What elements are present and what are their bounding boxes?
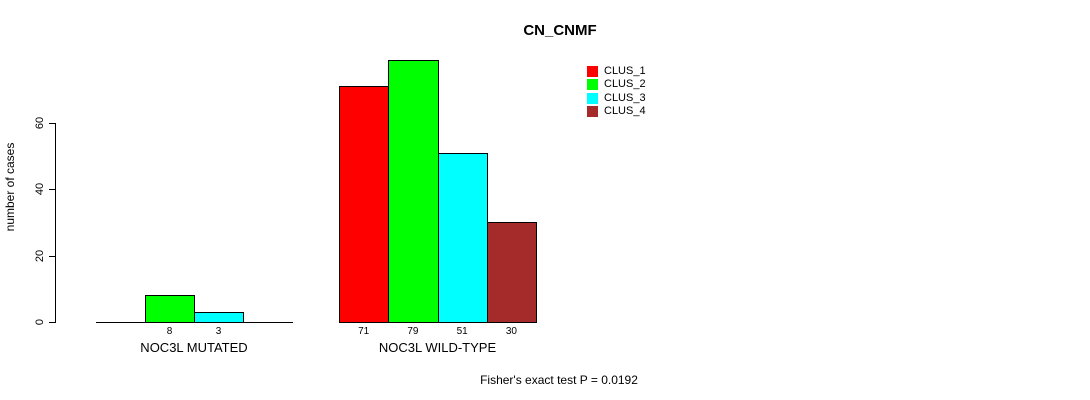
- group-baseline-1: [96, 322, 293, 323]
- bar-clus_2-group1: [145, 295, 195, 323]
- legend-label-clus_3: CLUS_3: [604, 91, 646, 104]
- y-tick-label-60: 60: [34, 116, 46, 130]
- bar-value-label-clus_4-group2: 30: [505, 326, 517, 337]
- group-baseline-2: [339, 322, 537, 323]
- y-tick-mark-20: [49, 255, 55, 257]
- legend-row-clus_2: CLUS_2: [587, 78, 646, 91]
- bar-clus_1-group2: [339, 86, 390, 323]
- legend: CLUS_1 CLUS_2 CLUS_3 CLUS_4: [587, 65, 646, 118]
- bar-value-label-clus_3-group1: 3: [215, 326, 222, 337]
- y-tick-mark-40: [49, 189, 55, 191]
- bar-clus_2-group2: [388, 59, 439, 323]
- legend-row-clus_4: CLUS_4: [587, 105, 646, 118]
- y-tick-label-20: 20: [34, 249, 46, 262]
- legend-label-clus_1: CLUS_1: [604, 65, 646, 77]
- bar-value-label-clus_3-group2: 51: [456, 326, 468, 337]
- legend-swatch-clus_4: [587, 105, 598, 117]
- legend-swatch-clus_1: [587, 66, 598, 77]
- y-tick-mark-60: [49, 122, 55, 124]
- legend-label-clus_4: CLUS_4: [604, 104, 646, 117]
- fisher-test-annotation: Fisher's exact test P = 0.0192: [480, 373, 638, 387]
- y-tick-mark-0: [49, 322, 55, 323]
- y-tick-label-0: 0: [34, 318, 46, 326]
- chart-title: CN_CNMF: [523, 22, 597, 39]
- y-axis-line: [55, 122, 56, 323]
- group-label-1: NOC3L MUTATED: [140, 340, 248, 355]
- y-tick-label-40: 40: [34, 183, 46, 196]
- legend-swatch-clus_3: [587, 92, 598, 104]
- legend-row-clus_1: CLUS_1: [587, 65, 646, 78]
- bar-value-label-clus_1-group2: 71: [358, 326, 370, 337]
- bar-clus_3-group2: [437, 152, 488, 323]
- bar-value-label-clus_2-group2: 79: [407, 326, 419, 337]
- group-label-2: NOC3L WILD-TYPE: [378, 340, 497, 355]
- legend-row-clus_3: CLUS_3: [587, 92, 646, 105]
- legend-label-clus_2: CLUS_2: [604, 78, 646, 91]
- y-axis-title: number of cases: [3, 142, 17, 232]
- bar-clus_4-group2: [486, 222, 537, 323]
- bar-value-label-clus_2-group1: 8: [166, 326, 173, 337]
- legend-swatch-clus_2: [587, 79, 598, 91]
